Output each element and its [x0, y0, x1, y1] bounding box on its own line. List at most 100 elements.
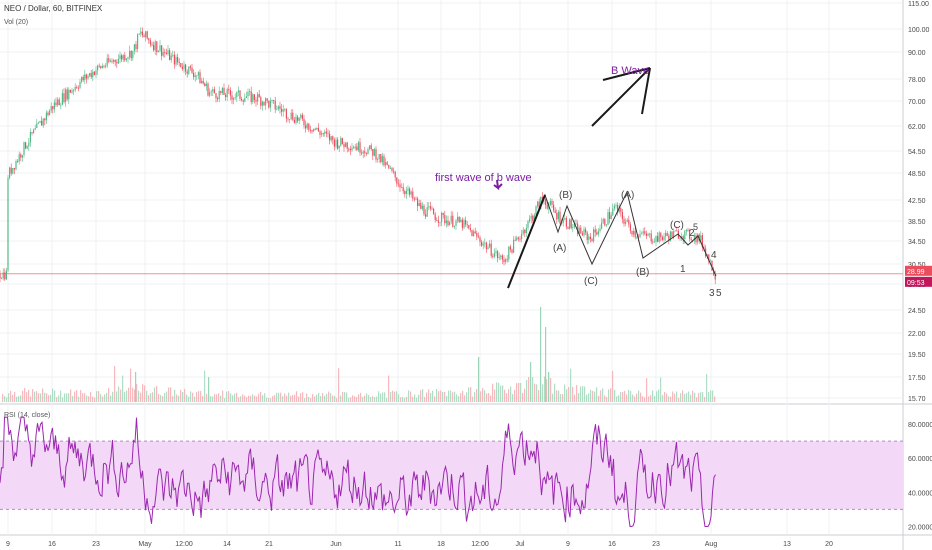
candle-body: [169, 50, 171, 61]
volume-bar: [508, 389, 510, 402]
candle-body: [460, 219, 462, 223]
candle-body: [300, 114, 302, 118]
volume-bar: [422, 389, 424, 402]
volume-bar: [122, 375, 124, 402]
candle-body: [340, 138, 342, 146]
candle-body: [322, 133, 324, 135]
candle-body: [213, 89, 215, 94]
candle-body: [205, 83, 207, 87]
volume-bar: [474, 392, 476, 402]
time-tick-label: 20: [825, 541, 833, 548]
candle-body: [567, 226, 569, 229]
price-tick-label: 54.50: [908, 149, 926, 156]
volume-bar: [526, 379, 528, 402]
candle-body: [450, 215, 452, 222]
candle-body: [533, 215, 535, 221]
candle-body: [337, 139, 339, 149]
candle-body: [513, 239, 515, 253]
wave-annotations: [493, 67, 717, 289]
price-tick-label: 19.50: [908, 352, 926, 359]
volume-bar: [430, 392, 432, 402]
volume-bar: [628, 389, 630, 402]
volume-bar: [622, 391, 624, 402]
volume-bar: [304, 398, 306, 402]
candle-body: [58, 99, 60, 106]
candle-body: [609, 212, 611, 219]
volume-bar: [596, 387, 598, 402]
volume-bar: [396, 391, 398, 402]
volume-bar: [498, 382, 500, 402]
volume-bar: [166, 391, 168, 402]
candle-body: [420, 202, 422, 209]
candle-body: [173, 54, 175, 65]
volume-bar: [136, 383, 138, 402]
candle-body: [221, 87, 223, 93]
candle-body: [714, 274, 716, 280]
volume-bar: [700, 392, 702, 402]
candle-body: [207, 83, 209, 96]
volume-bar: [545, 327, 547, 402]
candle-body: [396, 177, 398, 184]
candle-body: [348, 148, 350, 150]
volume-bar: [450, 390, 452, 402]
price-tick-label: 24.50: [908, 308, 926, 315]
candle-body: [668, 235, 670, 241]
candle-body: [225, 94, 227, 98]
candle-body: [148, 38, 150, 41]
candle-body: [15, 161, 17, 170]
candle-body: [228, 89, 230, 91]
volume-bar: [356, 397, 358, 402]
volume-bar: [394, 391, 396, 402]
volume-bar: [54, 390, 56, 402]
volume-bar: [84, 393, 86, 402]
candle-body: [164, 51, 166, 53]
volume-bar: [278, 392, 280, 402]
candle-body: [389, 168, 391, 169]
volume-bar: [460, 393, 462, 402]
volume-bar: [650, 395, 652, 402]
volume-bar: [14, 391, 16, 402]
candle-body: [349, 148, 351, 151]
candle-body: [602, 219, 604, 223]
candle-body: [97, 65, 99, 71]
candle-body: [146, 31, 148, 39]
candle-body: [500, 255, 502, 258]
wave-label: (C): [584, 276, 598, 287]
candle-body: [647, 233, 649, 236]
candle-body: [12, 168, 14, 174]
volume-bar: [662, 395, 664, 402]
candle-body: [484, 242, 486, 244]
volume-bar: [134, 389, 136, 402]
volume-bar: [702, 392, 704, 402]
volume-bar: [566, 389, 568, 402]
volume-bar: [698, 392, 700, 402]
candle-body: [137, 34, 139, 50]
candle-body: [473, 231, 475, 237]
candle-body: [612, 208, 614, 216]
volume-bar: [274, 395, 276, 402]
candle-body: [175, 57, 177, 65]
volume-bar: [520, 382, 522, 402]
candle-body: [68, 89, 70, 100]
candle-body: [601, 222, 603, 229]
candle-body: [303, 118, 305, 126]
volume-bar: [38, 393, 40, 402]
candle-body: [159, 45, 161, 51]
volume-bar: [132, 387, 134, 402]
volume-bar: [236, 392, 238, 402]
volume-bar: [216, 394, 218, 402]
candle-body: [253, 94, 255, 100]
volume-bar: [690, 394, 692, 402]
volume-bar: [678, 397, 680, 402]
volume-bar: [478, 357, 480, 402]
candle-body: [703, 247, 705, 249]
volume-bar: [178, 395, 180, 402]
candle-body: [633, 230, 635, 235]
candle-body: [332, 136, 334, 140]
volume-bar: [206, 393, 208, 402]
volume-bar: [70, 389, 72, 402]
candle-body: [509, 246, 511, 250]
volume-bar: [390, 391, 392, 402]
volume-bar: [652, 390, 654, 402]
volume-bar: [30, 396, 32, 402]
